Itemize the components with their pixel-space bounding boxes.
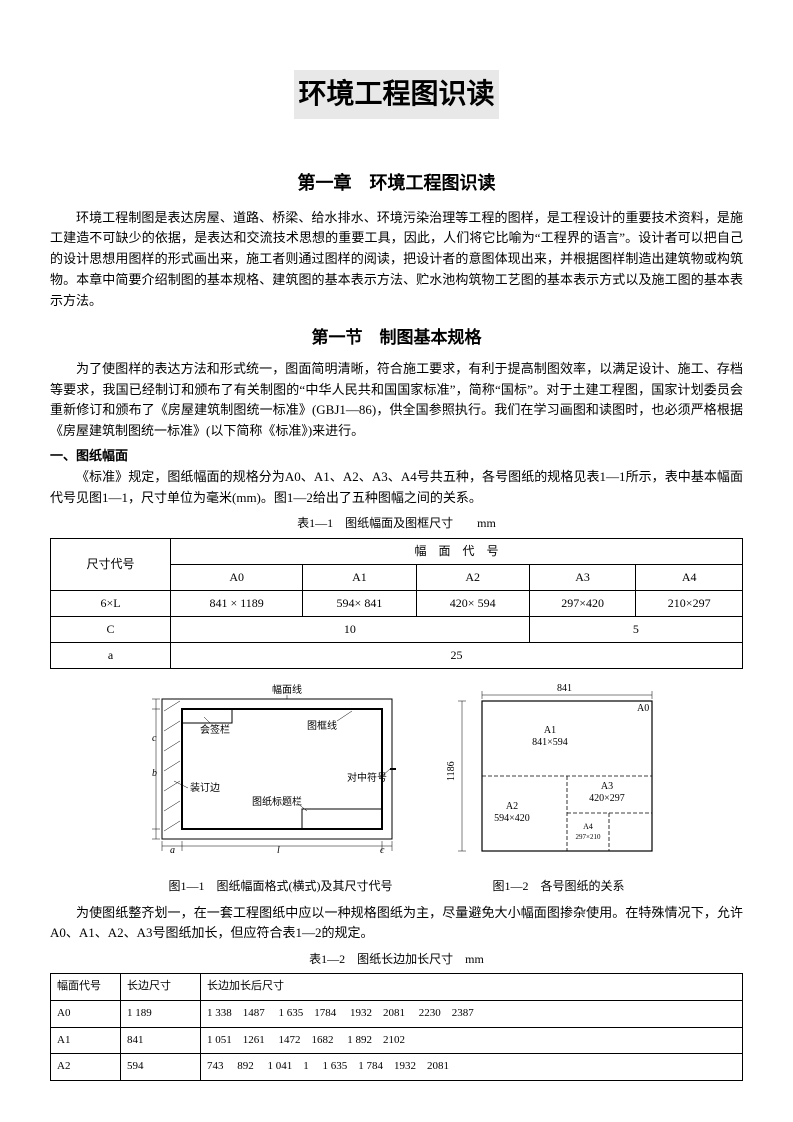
svg-text:841×594: 841×594 xyxy=(532,737,568,748)
t2-r1-c0: A1 xyxy=(51,1027,121,1054)
t2-h1: 长边尺寸 xyxy=(121,974,201,1001)
t2-h2: 长边加长后尺寸 xyxy=(201,974,743,1001)
svg-text:对中符号: 对中符号 xyxy=(347,771,387,784)
svg-text:图框线: 图框线 xyxy=(307,719,337,732)
svg-text:A0: A0 xyxy=(637,703,649,714)
t1-r3-label: a xyxy=(51,643,171,669)
t1-left-label: 尺寸代号 xyxy=(51,538,171,590)
t2-r0-c1: 1 189 xyxy=(121,1001,201,1028)
t2-h0: 幅面代号 xyxy=(51,974,121,1001)
svg-text:A3: A3 xyxy=(600,781,612,792)
t2-r0-c2: 1 338 1487 1 635 1784 1932 2081 2230 238… xyxy=(201,1001,743,1028)
t2-r1-c2: 1 051 1261 1472 1682 1 892 2102 xyxy=(201,1027,743,1054)
t2-r2-c0: A2 xyxy=(51,1054,121,1081)
section-paragraph-1: 为了使图样的表达方法和形式统一，图面简明清晰，符合施工要求，有利于提高制图效率，… xyxy=(50,359,743,442)
svg-text:a: a xyxy=(170,845,175,856)
svg-text:幅面线: 幅面线 xyxy=(272,683,302,696)
t2-r0-c0: A0 xyxy=(51,1001,121,1028)
t2-r2-c2: 743 892 1 041 1 1 635 1 784 1932 2081 xyxy=(201,1054,743,1081)
table1-caption: 表1—1 图纸幅面及图框尺寸 mm xyxy=(50,514,743,533)
svg-text:594×420: 594×420 xyxy=(494,813,530,824)
table-2: 幅面代号 长边尺寸 长边加长后尺寸 A0 1 189 1 338 1487 1 … xyxy=(50,973,743,1080)
t1-r2-c1: 5 xyxy=(529,617,742,643)
svg-text:A4: A4 xyxy=(583,822,593,831)
t1-col-a2: A2 xyxy=(416,564,529,590)
svg-text:装订边: 装订边 xyxy=(190,781,220,794)
svg-text:图纸标题栏: 图纸标题栏 xyxy=(252,795,302,808)
figure2-caption: 图1—2 各号图纸的关系 xyxy=(492,877,624,896)
t1-r1-c2: 420× 594 xyxy=(416,590,529,616)
svg-text:1186: 1186 xyxy=(446,762,457,782)
figure-1: 幅面线 会签栏 图框线 对中符号 装订边 图纸标题栏 c b a l c xyxy=(122,681,422,871)
t1-r3-c0: 25 xyxy=(171,643,743,669)
t1-col-a3: A3 xyxy=(529,564,636,590)
t1-r1-c3: 297×420 xyxy=(529,590,636,616)
t1-r1-c4: 210×297 xyxy=(636,590,743,616)
svg-text:841: 841 xyxy=(557,683,572,694)
figure-2: 841 A0 1186 A1 841×594 A2 594×420 A3 420… xyxy=(442,681,672,871)
t1-col-a1: A1 xyxy=(303,564,416,590)
t2-r1-c1: 841 xyxy=(121,1027,201,1054)
figure-row: 幅面线 会签栏 图框线 对中符号 装订边 图纸标题栏 c b a l c 841 xyxy=(50,681,743,871)
t1-r2-c0: 10 xyxy=(171,617,530,643)
t2-r2-c1: 594 xyxy=(121,1054,201,1081)
t1-col-a0: A0 xyxy=(171,564,303,590)
svg-text:c: c xyxy=(380,845,385,856)
sub1-paragraph: 《标准》规定，图纸幅面的规格分为A0、A1、A2、A3、A4号共五种，各号图纸的… xyxy=(50,467,743,509)
page-title: 环境工程图识读 xyxy=(294,70,498,119)
svg-text:A2: A2 xyxy=(505,801,517,812)
intro-paragraph: 环境工程制图是表达房屋、道路、桥梁、给水排水、环境污染治理等工程的图样，是工程设… xyxy=(50,208,743,312)
table2-caption: 表1—2 图纸长边加长尺寸 mm xyxy=(50,950,743,969)
t1-r1-c1: 594× 841 xyxy=(303,590,416,616)
t1-col-a4: A4 xyxy=(636,564,743,590)
subheading-1: 一、图纸幅面 xyxy=(50,446,743,467)
section-title: 第一节 制图基本规格 xyxy=(50,324,743,351)
para-after-figures: 为使图纸整齐划一，在一套工程图纸中应以一种规格图纸为主，尽量避免大小幅面图掺杂使… xyxy=(50,903,743,945)
table-1: 尺寸代号 幅 面 代 号 A0 A1 A2 A3 A4 6×L 841 × 11… xyxy=(50,538,743,670)
t1-header-group: 幅 面 代 号 xyxy=(171,538,743,564)
t1-r1-c0: 841 × 1189 xyxy=(171,590,303,616)
t1-r2-label: C xyxy=(51,617,171,643)
svg-text:A1: A1 xyxy=(543,725,555,736)
svg-text:297×210: 297×210 xyxy=(575,833,600,841)
svg-text:420×297: 420×297 xyxy=(589,793,625,804)
t1-r1-label: 6×L xyxy=(51,590,171,616)
figure1-caption: 图1—1 图纸幅面格式(横式)及其尺寸代号 xyxy=(168,877,392,896)
chapter-title: 第一章 环境工程图识读 xyxy=(50,169,743,198)
svg-text:会签栏: 会签栏 xyxy=(200,723,230,736)
svg-text:l: l xyxy=(277,845,280,856)
